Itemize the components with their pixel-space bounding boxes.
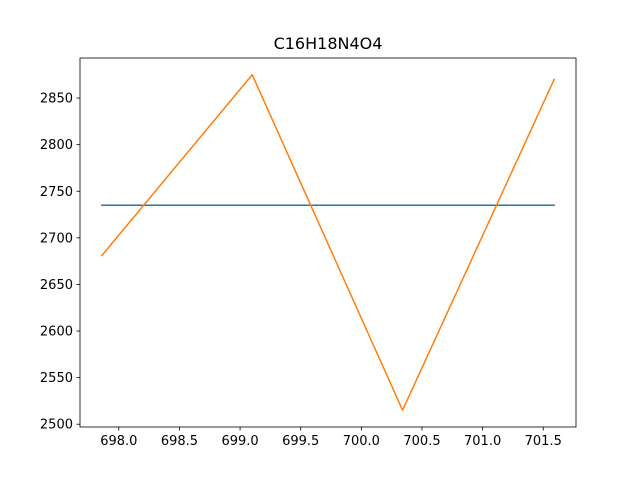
- y-tick-label: 2550: [40, 371, 73, 386]
- axes-frame: [79, 57, 577, 428]
- x-tick-label: 698.0: [100, 434, 137, 449]
- x-tick-label: 699.0: [221, 434, 258, 449]
- y-tick-label: 2700: [40, 231, 73, 246]
- y-tick-label: 2600: [40, 325, 73, 340]
- y-tick-label: 2650: [40, 278, 73, 293]
- y-tick-label: 2500: [40, 418, 73, 433]
- y-tick-label: 2800: [40, 138, 73, 153]
- y-tick-label: 2850: [40, 92, 73, 107]
- x-tick-label: 698.5: [161, 434, 198, 449]
- plot-area: 698.0 698.5 699.0 699.5 700.0 700.5 701.0 701.5…: [40, 57, 577, 449]
- x-tick-label: 700.0: [343, 434, 380, 449]
- chart-title: C16H18N4O4: [274, 34, 383, 53]
- x-tick-label: 701.0: [464, 434, 501, 449]
- series-line-2: [100, 74, 556, 411]
- x-tick-label: 701.5: [525, 434, 562, 449]
- x-tick-label: 700.5: [403, 434, 440, 449]
- x-tick-label: 699.5: [282, 434, 319, 449]
- y-tick-label: 2750: [40, 185, 73, 200]
